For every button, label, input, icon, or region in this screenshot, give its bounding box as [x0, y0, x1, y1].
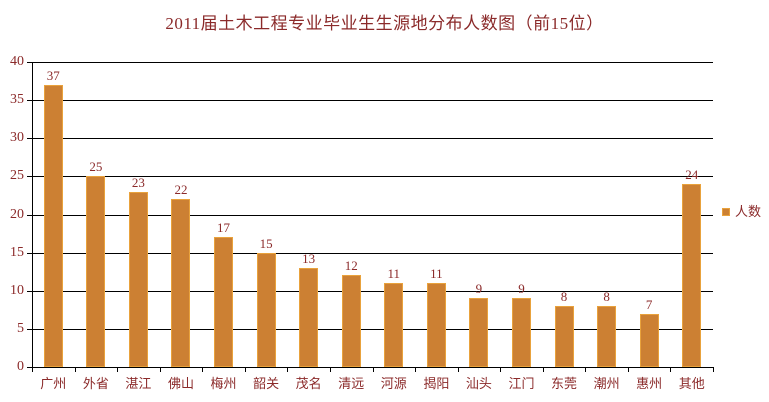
- gridline: [33, 62, 713, 63]
- bar-value-label: 12: [344, 258, 358, 273]
- x-axis-tick: [372, 367, 374, 372]
- x-axis-label: 惠州: [636, 376, 663, 391]
- bar: [639, 314, 659, 367]
- x-axis-tick: [457, 367, 459, 372]
- bar: [511, 298, 531, 367]
- y-axis-tick: [27, 290, 32, 292]
- y-axis-label: 20: [10, 206, 24, 222]
- x-axis-tick: [627, 367, 629, 372]
- x-axis-tick: [670, 367, 672, 372]
- x-axis-label: 佛山: [167, 376, 194, 391]
- x-axis-label: 其他: [678, 376, 705, 391]
- legend: 人数: [722, 204, 761, 219]
- gridline: [33, 328, 713, 330]
- y-axis-label: 15: [10, 244, 24, 260]
- gridline: [33, 100, 713, 102]
- bar: [171, 199, 191, 367]
- chart-title: 2011届土木工程专业毕业生生源地分布人数图（前15位）: [165, 14, 604, 33]
- gridline: [33, 176, 713, 178]
- legend-swatch-icon: [722, 207, 730, 216]
- bar-value-label: 17: [217, 220, 231, 235]
- legend-label: 人数: [735, 204, 762, 219]
- bar: [128, 192, 148, 367]
- x-axis-tick: [117, 367, 119, 372]
- bar-value-label: 9: [518, 281, 525, 296]
- x-axis-label: 潮州: [593, 376, 620, 391]
- bar: [426, 283, 446, 367]
- x-axis-tick: [329, 367, 331, 372]
- bar: [341, 275, 361, 367]
- x-axis-label: 河源: [380, 376, 407, 391]
- y-axis-tick: [27, 62, 32, 63]
- x-axis-label: 广州: [40, 376, 67, 391]
- y-axis-tick: [27, 176, 32, 178]
- y-axis-label: 30: [10, 130, 24, 146]
- x-axis-label: 清远: [338, 376, 365, 391]
- x-axis-tick: [202, 367, 204, 372]
- x-axis-label: 韶关: [253, 376, 280, 391]
- y-axis-tick: [27, 252, 32, 254]
- x-axis-label: 揭阳: [423, 376, 450, 391]
- x-axis-tick: [244, 367, 246, 372]
- gridline: [33, 290, 713, 292]
- bar: [554, 306, 574, 367]
- bar: [299, 268, 319, 367]
- bar-value-label: 8: [560, 289, 568, 304]
- x-axis-label: 东莞: [551, 376, 578, 391]
- bar-value-label: 22: [174, 182, 188, 197]
- x-axis-label: 梅州: [210, 376, 237, 391]
- x-axis-tick: [542, 367, 544, 372]
- bar-value-label: 8: [603, 289, 610, 304]
- bar-value-label: 23: [131, 175, 145, 190]
- y-axis-tick: [27, 367, 32, 368]
- gridline: [33, 252, 713, 254]
- y-axis-tick: [27, 214, 32, 216]
- y-axis-label: 10: [10, 282, 24, 298]
- x-axis-label: 汕头: [465, 376, 492, 391]
- bar: [43, 85, 63, 367]
- bar-value-label: 25: [89, 159, 103, 174]
- bar: [384, 283, 404, 367]
- bar-value-label: 13: [302, 251, 316, 266]
- x-axis-line: [32, 367, 713, 368]
- gridline: [33, 138, 713, 140]
- x-axis-tick: [585, 367, 587, 372]
- bar: [214, 237, 234, 367]
- bar-value-label: 24: [685, 167, 699, 182]
- bar-value-label: 7: [645, 297, 653, 312]
- y-axis-label: 25: [10, 168, 24, 184]
- bar: [86, 176, 106, 367]
- bar-value-label: 37: [46, 68, 60, 83]
- x-axis-label: 湛江: [125, 376, 152, 391]
- x-axis-label: 江门: [508, 376, 535, 391]
- x-axis-label: 茂名: [295, 376, 322, 391]
- x-axis-tick: [159, 367, 161, 372]
- bar-value-label: 11: [387, 266, 401, 281]
- y-axis-tick: [27, 138, 32, 140]
- bar: [682, 184, 702, 367]
- bar: [469, 298, 489, 367]
- x-axis-tick: [415, 367, 417, 372]
- bar-value-label: 9: [475, 281, 483, 296]
- y-axis-label: 5: [17, 320, 24, 336]
- x-axis-tick: [713, 367, 714, 372]
- gridline: [33, 214, 713, 216]
- bar: [256, 253, 276, 367]
- y-axis-label: 0: [17, 359, 24, 374]
- bar: [597, 306, 617, 367]
- y-axis-tick: [27, 100, 32, 102]
- y-axis-label: 40: [10, 54, 24, 69]
- bar-value-label: 11: [430, 266, 443, 281]
- y-axis-label: 35: [10, 92, 24, 108]
- x-axis-tick: [74, 367, 76, 372]
- x-axis-tick: [287, 367, 289, 372]
- x-axis-tick: [500, 367, 502, 372]
- x-axis-tick: [32, 367, 33, 372]
- x-axis-label: 外省: [82, 376, 109, 391]
- y-axis-line: [32, 62, 33, 368]
- bar-value-label: 15: [259, 236, 273, 251]
- y-axis-tick: [27, 328, 32, 330]
